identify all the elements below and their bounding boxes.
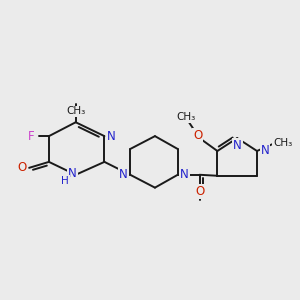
Text: N: N — [180, 168, 189, 181]
Text: N: N — [107, 130, 116, 142]
Text: O: O — [18, 161, 27, 174]
Text: O: O — [193, 129, 202, 142]
Text: N: N — [119, 168, 128, 181]
Text: N: N — [68, 167, 77, 180]
Text: N: N — [261, 145, 269, 158]
Text: O: O — [195, 185, 204, 198]
Text: CH₃: CH₃ — [66, 106, 85, 116]
Text: N: N — [233, 139, 242, 152]
Text: CH₃: CH₃ — [273, 138, 292, 148]
Text: CH₃: CH₃ — [176, 112, 195, 122]
Text: H: H — [61, 176, 69, 186]
Text: F: F — [28, 130, 34, 142]
